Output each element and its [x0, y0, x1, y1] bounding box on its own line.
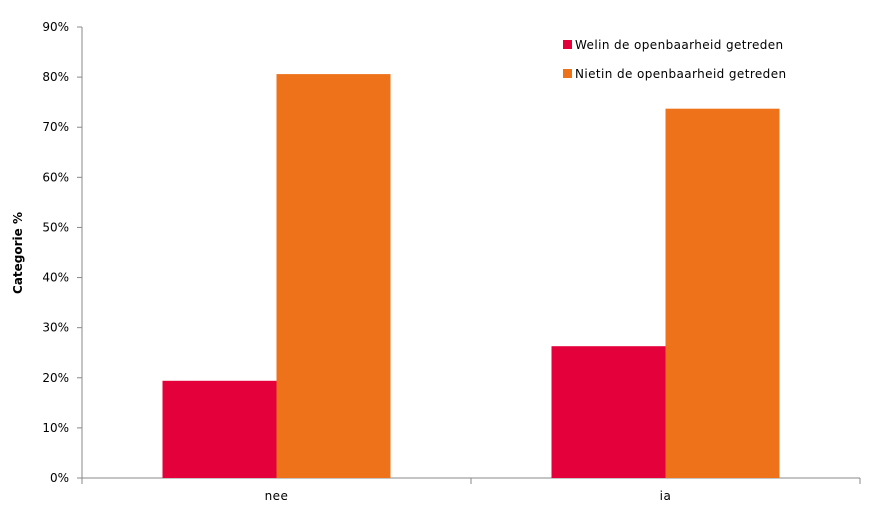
y-tick-label: 10% [42, 421, 69, 435]
legend-swatch [563, 69, 572, 78]
y-tick-label: 60% [42, 170, 69, 184]
x-axis: nee ia [81, 477, 861, 503]
y-tick-label: 30% [42, 321, 69, 335]
bar [665, 108, 780, 478]
bar [551, 346, 666, 478]
bars [162, 74, 780, 479]
y-tick-label: 40% [42, 271, 69, 285]
bar [276, 74, 391, 479]
bar [162, 380, 277, 478]
legend-swatch [563, 40, 572, 49]
y-tick-label: 0% [50, 471, 69, 485]
y-tick-label: 70% [42, 120, 69, 134]
legend: Welin de openbaarheid getreden Nietin de … [563, 38, 786, 81]
legend-label: Welin de openbaarheid getreden [575, 38, 784, 52]
x-tick-label: ia [660, 489, 672, 503]
y-axis-title: Categorie % [11, 212, 25, 294]
y-axis: 0% 10% 20% 30% 40% 50% 60% 70% 80% 90% [42, 20, 83, 485]
legend-label: Nietin de openbaarheid getreden [575, 67, 786, 81]
y-tick-label: 20% [42, 371, 69, 385]
y-tick-label: 90% [42, 20, 69, 34]
y-tick-label: 50% [42, 220, 69, 234]
x-tick-label: nee [265, 489, 289, 503]
y-tick-label: 80% [42, 70, 69, 84]
